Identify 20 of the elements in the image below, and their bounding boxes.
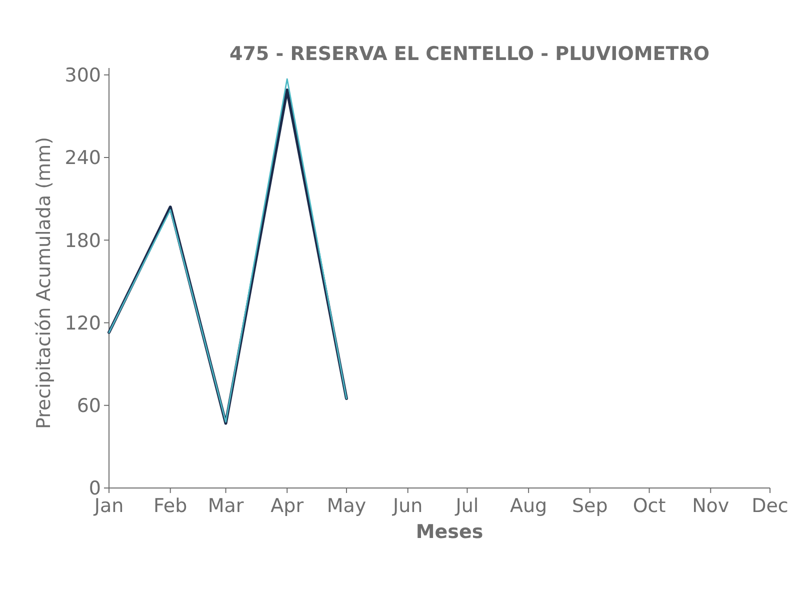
x-tick-label: May <box>326 495 366 517</box>
x-tick-label: Sep <box>572 495 608 517</box>
y-axis-title: Precipitación Acumulada (mm) <box>33 136 55 430</box>
y-tick-label: 180 <box>64 230 101 252</box>
x-tick-label: Oct <box>632 495 666 517</box>
x-tick-label: Feb <box>154 495 188 517</box>
y-tick-label: 60 <box>76 395 101 418</box>
x-tick-label: Mar <box>208 495 244 517</box>
x-tick-label: Jun <box>392 495 423 517</box>
x-tick-label: Apr <box>270 495 304 517</box>
x-axis-title: Meses <box>416 521 484 543</box>
x-tick-label: Dec <box>752 495 788 517</box>
chart-title: 475 - RESERVA EL CENTELLO - PLUVIOMETRO <box>229 43 710 65</box>
x-tick-label: Aug <box>510 495 548 517</box>
y-tick-label: 300 <box>64 64 101 87</box>
x-tick-label: Nov <box>692 495 730 517</box>
x-tick-label: Jul <box>454 495 479 517</box>
x-tick-label: Jan <box>93 495 124 517</box>
y-tick-label: 120 <box>64 312 101 334</box>
y-tick-label: 240 <box>64 147 101 170</box>
